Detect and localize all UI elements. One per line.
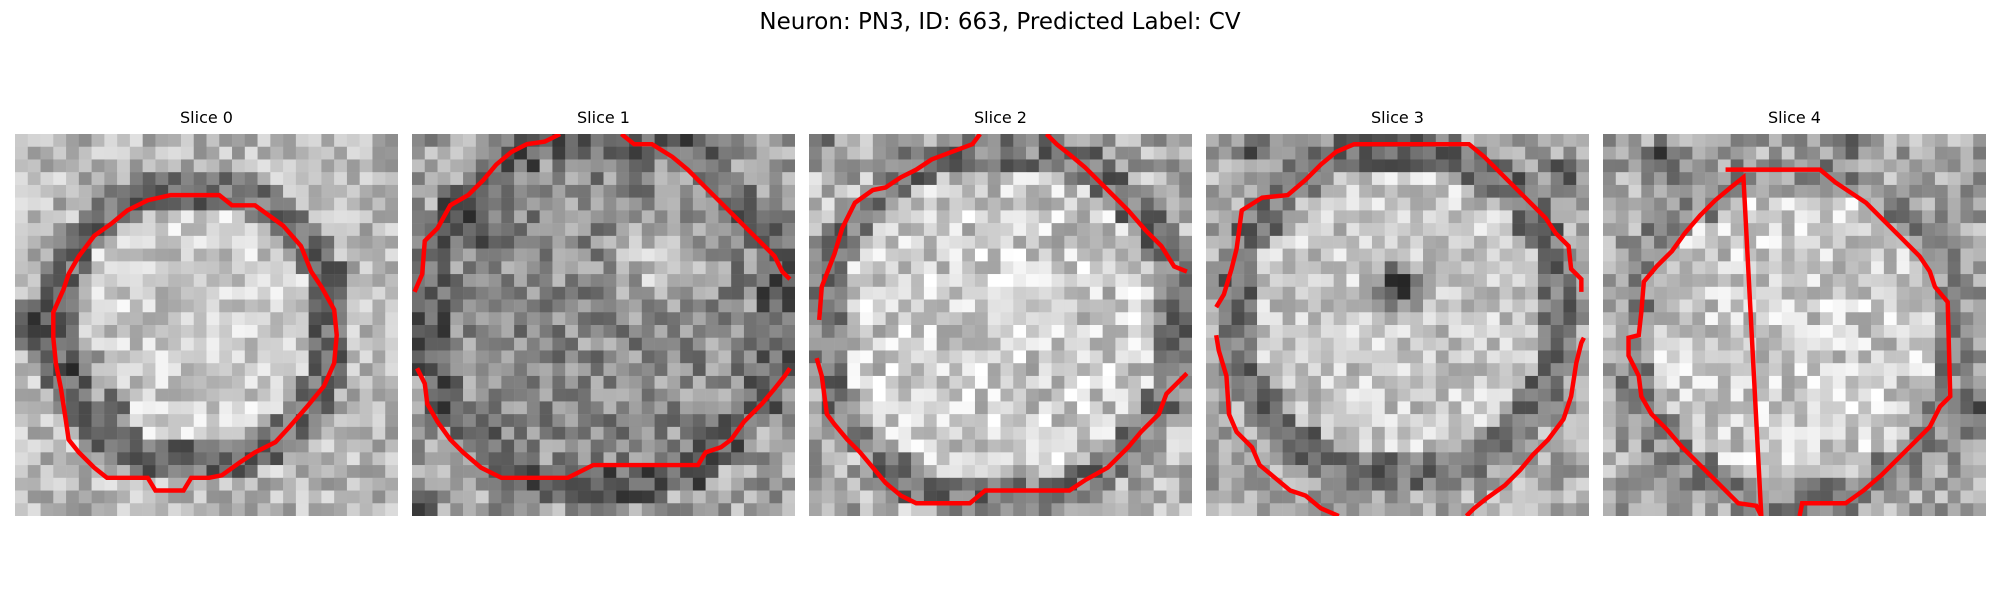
slice-panel-4: Slice 4 xyxy=(1603,108,1986,516)
segmentation-contour-1a xyxy=(412,134,562,293)
slice-image-2 xyxy=(809,134,1192,516)
segmentation-contour-3b xyxy=(1214,334,1340,516)
segmentation-contour-3a xyxy=(1214,141,1584,309)
slice-image-0 xyxy=(15,134,398,516)
segmentation-contour-2b xyxy=(1044,134,1188,274)
slice-panel-3: Slice 3 xyxy=(1206,108,1589,516)
slice-title-4: Slice 4 xyxy=(1768,108,1821,127)
segmentation-contour-0 xyxy=(51,192,339,493)
segmentation-contour-3c xyxy=(1464,336,1586,516)
segmentation-contour-2a xyxy=(816,134,982,321)
slice-image-1 xyxy=(412,134,795,516)
slice-title-2: Slice 2 xyxy=(974,108,1027,127)
segmentation-contour-2c xyxy=(814,357,1189,506)
slice-title-3: Slice 3 xyxy=(1371,108,1424,127)
segmentation-contour-4b xyxy=(1626,172,1764,516)
slice-image-4 xyxy=(1603,134,1986,516)
segmentation-contour-1c xyxy=(415,367,792,481)
slice-image-3 xyxy=(1206,134,1589,516)
slice-title-1: Slice 1 xyxy=(577,108,630,127)
slice-panel-1: Slice 1 xyxy=(412,108,795,516)
figure-title: Neuron: PN3, ID: 663, Predicted Label: C… xyxy=(759,9,1241,35)
segmentation-contour-4a xyxy=(1725,167,1953,516)
slice-panel-2: Slice 2 xyxy=(809,108,1192,516)
slice-title-0: Slice 0 xyxy=(180,108,233,127)
segmentation-contour-1b xyxy=(619,134,792,281)
slice-panel-0: Slice 0 xyxy=(15,108,398,516)
